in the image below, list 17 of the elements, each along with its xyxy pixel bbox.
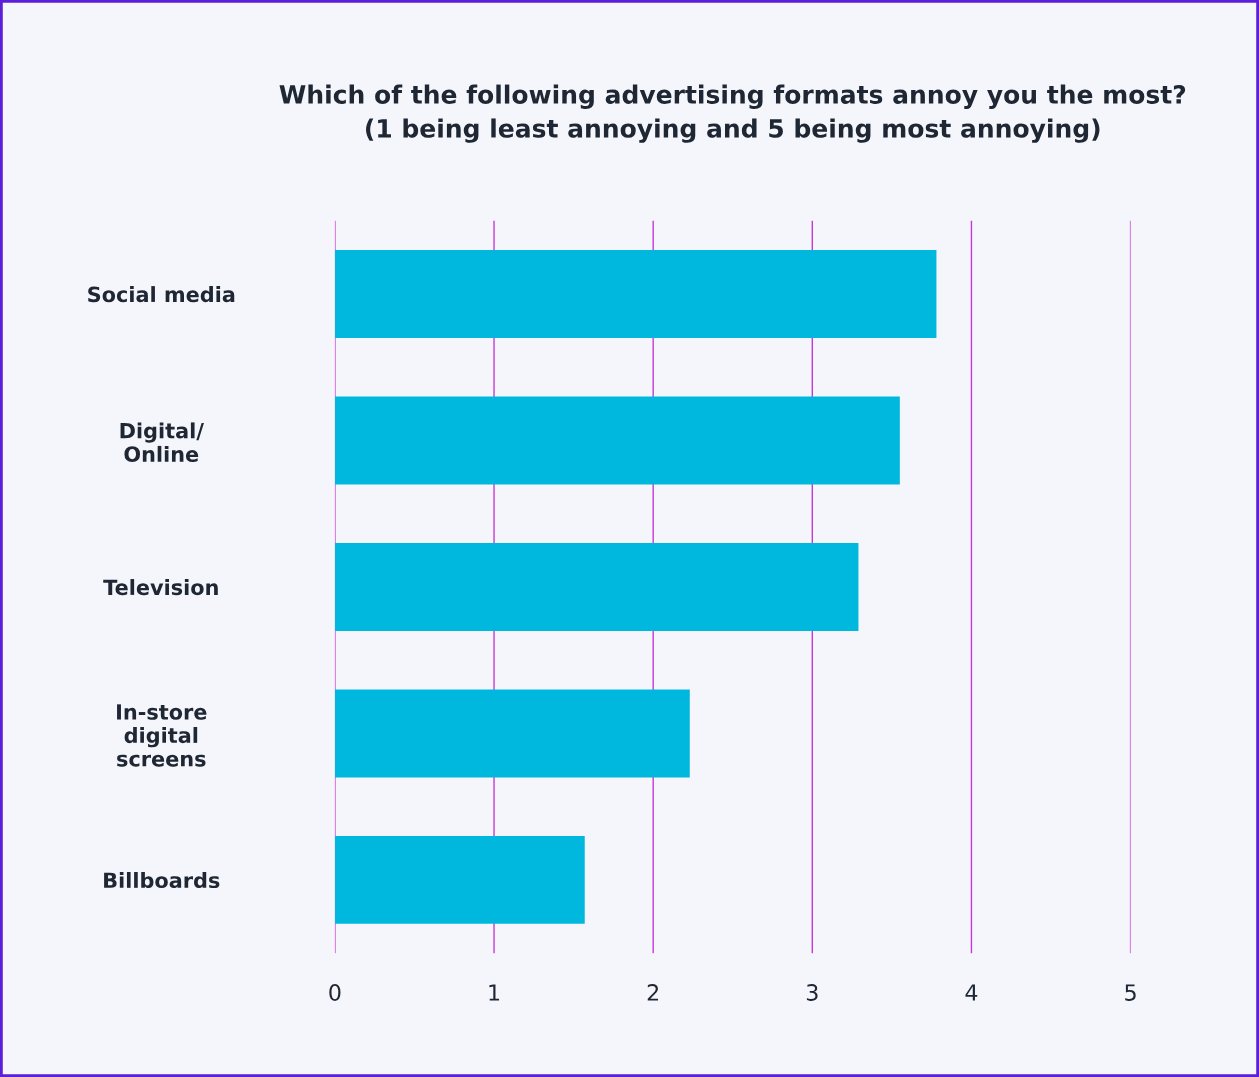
- x-tick-label: 3: [806, 984, 818, 1001]
- bar: [334, 835, 585, 924]
- bar: [334, 396, 900, 485]
- y-tick-label: Billboards: [104, 871, 220, 889]
- y-tick-label: Digital/ Online: [120, 422, 204, 463]
- bar: [334, 689, 690, 778]
- x-tick-label: 0: [329, 984, 341, 1001]
- y-tick-label: Television: [103, 579, 218, 596]
- x-tick-label: 4: [965, 984, 978, 1001]
- x-tick-label: 5: [1125, 984, 1136, 1001]
- y-tick-label: Social media: [88, 286, 235, 303]
- x-tick-label: 1: [489, 984, 500, 1001]
- bar: [334, 250, 937, 338]
- x-tick-label: 2: [647, 984, 659, 1001]
- chart-title: Which of the following advertising formats annoy you the most? (1 being least annoying and 5 being most annoying): [279, 84, 1186, 143]
- bar: [334, 543, 859, 631]
- y-tick-label: In-store digital screens: [117, 704, 207, 767]
